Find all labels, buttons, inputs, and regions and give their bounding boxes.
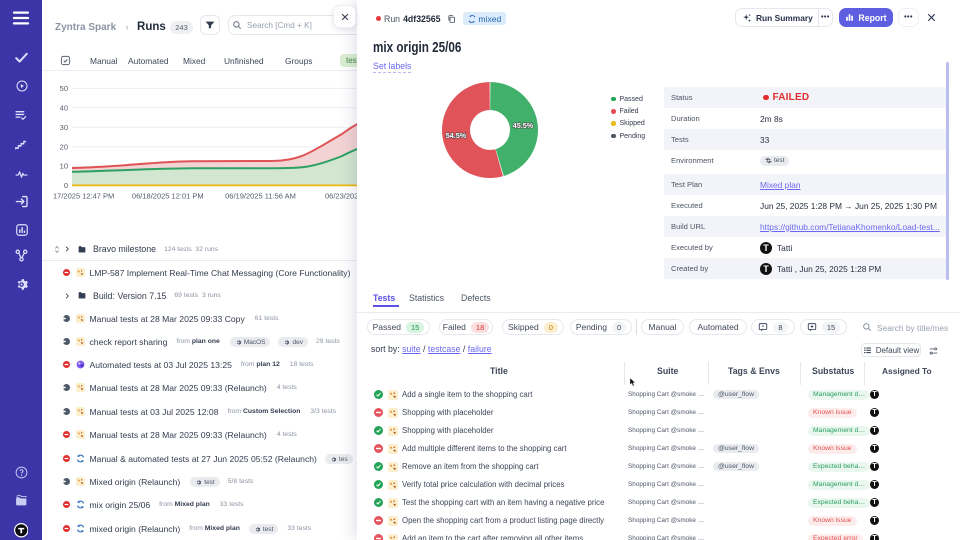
svg-text:06/23/202: 06/23/202 xyxy=(325,192,358,201)
svg-text:20: 20 xyxy=(60,142,68,151)
svg-text:0: 0 xyxy=(64,181,68,190)
svg-text:30: 30 xyxy=(60,123,68,132)
svg-text:06/19/2025 11:56 AM: 06/19/2025 11:56 AM xyxy=(225,192,296,201)
svg-text:10: 10 xyxy=(60,162,68,171)
svg-text:40: 40 xyxy=(60,103,68,112)
svg-text:45.5%: 45.5% xyxy=(513,121,534,130)
svg-text:06/18/2025 12:01 PM: 06/18/2025 12:01 PM xyxy=(132,192,204,201)
svg-text:17/2025 12:47 PM: 17/2025 12:47 PM xyxy=(53,192,114,201)
svg-text:50: 50 xyxy=(60,84,68,93)
svg-text:54.5%: 54.5% xyxy=(446,131,467,140)
